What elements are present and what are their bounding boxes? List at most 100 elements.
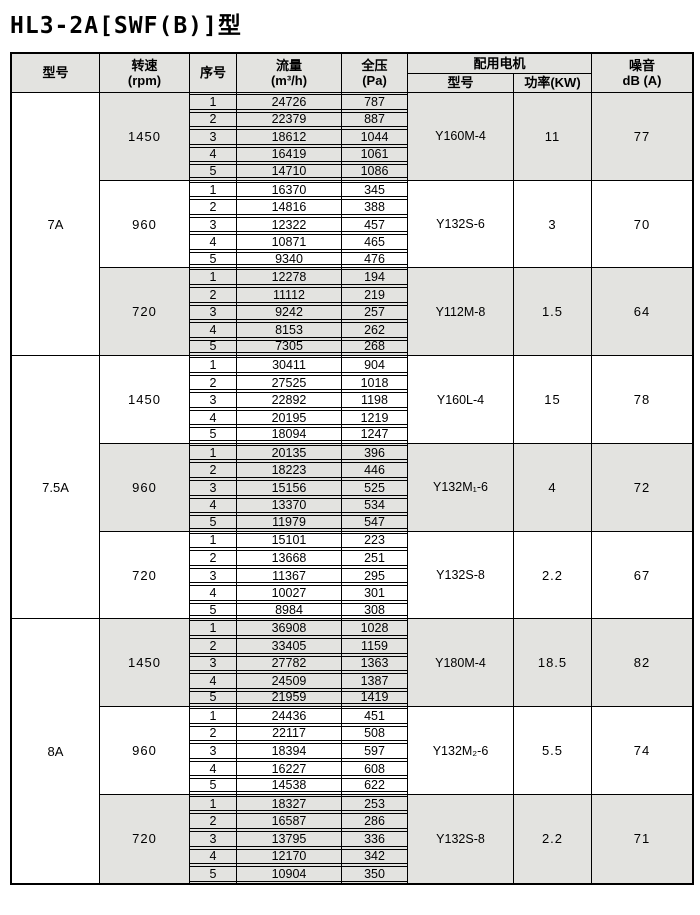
pressure-cell: 887 [342,110,408,129]
seq-cell: 1 [190,707,237,725]
noise-cell: 72 [592,443,692,532]
header-pressure: 全压 (Pa) [342,54,408,93]
seq-cell-value: 5 [190,778,236,792]
seq-cell-value: 4 [190,585,236,601]
pressure-cell: 451 [342,707,408,725]
seq-cell-value: 1 [190,357,236,373]
flow-cell-value: 18094 [237,427,341,441]
seq-cell: 4 [190,672,237,690]
pressure-cell-value: 451 [342,708,407,724]
flow-cell-value: 18612 [237,129,341,145]
flow-cell-value: 22117 [237,725,341,742]
pressure-cell: 904 [342,356,408,374]
seq-cell: 2 [190,461,237,480]
flow-cell-value: 15156 [237,480,341,496]
flow-cell-value: 30411 [237,357,341,373]
pressure-cell-value: 1159 [342,637,407,654]
flow-cell-value: 13668 [237,550,341,566]
seq-cell-value: 3 [190,129,236,145]
fan-spec-table: 型号 转速 (rpm) 序号 流量 (m³/h) 全压 (Pa) 配用电机 型号… [10,52,694,885]
seq-cell: 3 [190,303,237,322]
pressure-cell-value: 1061 [342,146,407,163]
pressure-cell-value: 446 [342,462,407,479]
speed-cell: 1450 [100,93,190,181]
pressure-cell-value: 219 [342,287,407,303]
noise-cell: 82 [592,619,692,708]
pressure-cell: 336 [342,829,408,848]
seq-cell: 3 [190,215,237,234]
flow-cell-value: 18327 [237,795,341,812]
seq-cell-value: 4 [190,234,236,250]
seq-cell: 4 [190,584,237,602]
seq-cell-value: 1 [190,795,236,812]
model-cell: 7A [12,93,100,357]
pressure-cell-value: 345 [342,181,407,198]
motor-cell: Y132S-8 [408,794,514,883]
flow-cell-value: 8984 [237,603,341,617]
flow-cell: 22379 [237,110,342,129]
pressure-cell-value: 396 [342,444,407,461]
pressure-cell-value: 476 [342,252,407,266]
seq-cell-value: 2 [190,287,236,303]
flow-cell: 33405 [237,636,342,655]
power-cell: 3 [514,180,592,269]
pressure-cell: 268 [342,338,408,357]
pressure-cell-value: 534 [342,497,407,514]
seq-cell-value: 3 [190,392,236,408]
flow-cell-value: 11979 [237,515,341,529]
pressure-cell-value: 342 [342,848,407,865]
power-cell: 2.2 [514,531,592,620]
pressure-cell: 1419 [342,689,408,708]
flow-cell: 9242 [237,303,342,322]
flow-cell: 15101 [237,531,342,550]
seq-cell-value: 1 [190,532,236,549]
pressure-cell-value: 262 [342,322,407,338]
pressure-cell-value: 350 [342,866,407,882]
seq-cell: 1 [190,180,237,199]
seq-cell-value: 3 [190,655,236,672]
seq-cell: 2 [190,286,237,304]
flow-cell-value: 33405 [237,637,341,654]
pressure-cell: 508 [342,724,408,743]
seq-cell: 3 [190,654,237,673]
seq-cell: 2 [190,812,237,830]
pressure-cell: 342 [342,847,408,866]
seq-cell: 1 [190,443,237,462]
pressure-cell-value: 223 [342,532,407,549]
flow-cell-value: 15101 [237,532,341,549]
seq-cell: 5 [190,338,237,357]
pressure-cell-value: 787 [342,94,407,110]
seq-cell-value: 2 [190,550,236,566]
flow-cell: 13668 [237,549,342,567]
seq-cell-value: 5 [190,690,236,704]
pressure-cell-value: 1086 [342,164,407,178]
noise-cell: 64 [592,268,692,357]
seq-cell: 3 [190,479,237,497]
seq-cell-value: 3 [190,304,236,321]
pressure-cell: 1247 [342,426,408,444]
pressure-cell-value: 525 [342,480,407,496]
pressure-cell: 597 [342,742,408,760]
flow-cell: 18612 [237,128,342,146]
pressure-cell: 1219 [342,408,408,427]
pressure-cell-value: 597 [342,743,407,759]
flow-cell-value: 10027 [237,585,341,601]
flow-cell-value: 13795 [237,830,341,847]
flow-cell: 12278 [237,268,342,287]
seq-cell-value: 5 [190,252,236,266]
seq-cell-value: 4 [190,322,236,338]
header-noise: 噪音 dB (A) [592,54,692,93]
flow-cell: 12170 [237,847,342,866]
flow-cell: 24436 [237,707,342,725]
flow-cell: 20135 [237,443,342,462]
speed-cell: 720 [100,531,190,620]
power-cell: 11 [514,93,592,181]
seq-cell-value: 2 [190,813,236,829]
pressure-cell-value: 336 [342,830,407,847]
power-cell: 1.5 [514,268,592,357]
flow-cell: 9340 [237,250,342,269]
power-cell: 4 [514,443,592,532]
flow-cell-value: 12170 [237,848,341,865]
seq-cell: 4 [190,321,237,339]
seq-cell-value: 1 [190,269,236,286]
